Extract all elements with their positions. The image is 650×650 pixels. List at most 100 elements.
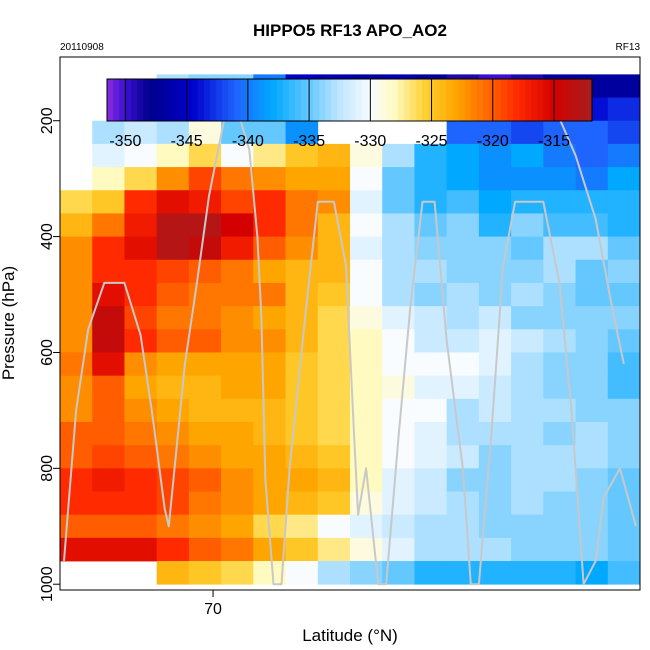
heatmap-cell [317,213,351,237]
heatmap-cell [607,190,641,214]
heatmap-cell [446,537,480,562]
heatmap-cell [350,537,383,562]
heatmap-cell [156,352,190,377]
heatmap-cell [285,514,319,539]
colorbar-strip [167,79,175,121]
heatmap-cell [607,514,641,539]
heatmap-cell [543,398,576,423]
heatmap-cell [446,561,480,585]
colorbar-strip [343,79,350,121]
heatmap-cell [575,352,609,377]
heatmap-cell [478,445,512,469]
heatmap-cell [543,561,576,585]
heatmap-cell [156,561,190,585]
heatmap-cell [414,306,448,330]
heatmap-cell [446,491,480,516]
x-axis: 70 [204,590,222,618]
heatmap-cell [221,514,254,539]
heatmap-cell [156,445,190,469]
heatmap-cell [317,352,351,377]
heatmap-cell [253,561,286,585]
heatmap-cell [511,421,544,446]
colorbar-strip [349,79,357,121]
heatmap-cell [221,329,254,353]
heatmap-cell [446,167,480,191]
colorbar-strip [476,79,484,121]
colorbar-strip [404,79,411,121]
heatmap-cell [382,213,415,237]
heatmap-cell [350,306,383,330]
heatmap-cell [382,190,415,214]
colorbar-strip [549,79,557,121]
heatmap-cell [124,190,158,214]
heatmap-cell [60,259,93,284]
heatmap-cell [543,306,576,330]
heatmap-cell [317,468,351,492]
y-tick-label: 200 [39,107,56,134]
heatmap-cell [188,120,222,145]
colorbar-strip [155,79,163,121]
heatmap-cell [607,375,641,400]
heatmap-cell [285,468,319,492]
heatmap-cell [350,213,383,237]
heatmap-cell [543,259,576,284]
heatmap-cell [382,445,415,469]
heatmap-cell [156,491,190,516]
heatmap-cell [285,561,319,585]
heatmap-cell [221,213,254,237]
heatmap-cell [92,352,125,377]
heatmap-cell [350,282,383,307]
heatmap-cell [156,120,190,145]
heatmap-cell [285,398,319,423]
heatmap-cell [124,120,158,145]
heatmap-cell [253,143,286,168]
colorbar-strip [173,79,181,121]
colorbar-frame [106,78,593,122]
heatmap-cell [382,143,415,168]
heatmap-cell [188,143,222,168]
heatmap-cell [285,282,319,307]
heatmap-cell [350,352,383,377]
heatmap-cell [317,375,351,400]
heatmap-cell [221,236,254,261]
heatmap-cell [253,421,286,446]
heatmap-cell [575,306,609,330]
colorbar-strip [325,79,332,121]
heatmap-cell [317,236,351,261]
colorbar-strip [107,79,114,121]
colorbar-strip [119,79,126,121]
heatmap-cell [221,143,254,168]
heatmap-cell [414,375,448,400]
colorbar: -350 -345 -340 -335 -330 -325 -320 -315 [106,78,593,150]
heatmap-cell [124,398,158,423]
heatmap-cell [446,514,480,539]
heatmap-cell [382,236,415,261]
heatmap-cell [575,398,609,423]
x-tick-label: 70 [204,601,222,618]
heatmap-cell [511,375,544,400]
heatmap-cell [156,190,190,214]
heatmap-cell [92,537,125,562]
colorbar-strip [579,79,587,121]
colorbar-strip [361,79,369,121]
colorbar-strip [191,79,199,121]
heatmap-cell [414,329,448,353]
heatmap-cell [446,352,480,377]
heatmap-cell [317,421,351,446]
heatmap-cell [188,259,222,284]
heatmap-cell [414,236,448,261]
colorbar-strip [240,79,247,121]
heatmap-cell [156,213,190,237]
heatmap-cell [92,190,125,214]
colorbar-strip [355,79,363,121]
heatmap-cell [350,167,383,191]
heatmap-cell [285,236,319,261]
heatmap-cell [350,491,383,516]
heatmap-cell [511,398,544,423]
heatmap-cell [607,352,641,377]
heatmap-cell [543,491,576,516]
heatmap-cell [575,445,609,469]
heatmap-cell [253,190,286,214]
heatmap-cell [607,120,641,145]
